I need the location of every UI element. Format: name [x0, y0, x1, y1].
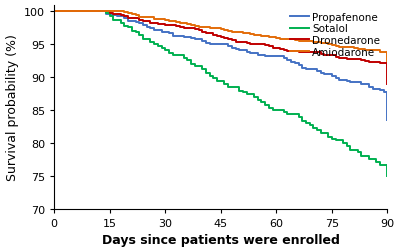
Amiodarone	[326, 43, 330, 46]
Sotalol	[281, 111, 286, 114]
Line: Dronedarone: Dronedarone	[54, 12, 387, 84]
Propafenone	[385, 119, 390, 122]
Dronedarone	[52, 11, 56, 14]
Propafenone	[215, 43, 220, 46]
Propafenone	[211, 43, 216, 46]
Legend: Propafenone, Sotalol, Dronedarone, Amiodarone: Propafenone, Sotalol, Dronedarone, Amiod…	[288, 11, 382, 59]
Sotalol	[292, 113, 297, 116]
Line: Sotalol: Sotalol	[54, 12, 387, 176]
Amiodarone	[318, 42, 323, 45]
Propafenone	[52, 11, 56, 14]
Propafenone	[174, 36, 179, 39]
Sotalol	[52, 11, 56, 14]
Dronedarone	[244, 42, 249, 45]
Amiodarone	[337, 46, 342, 49]
Y-axis label: Survival probability (%): Survival probability (%)	[6, 34, 18, 180]
Dronedarone	[118, 15, 123, 18]
Dronedarone	[222, 38, 227, 41]
Dronedarone	[148, 22, 153, 25]
Dronedarone	[192, 28, 197, 32]
Sotalol	[385, 175, 390, 178]
Amiodarone	[133, 15, 138, 18]
Propafenone	[263, 55, 268, 58]
Amiodarone	[385, 60, 390, 63]
Sotalol	[266, 107, 271, 110]
Amiodarone	[330, 44, 334, 47]
Propafenone	[166, 33, 171, 36]
Sotalol	[270, 110, 275, 113]
Dronedarone	[385, 83, 390, 86]
Sotalol	[222, 83, 227, 86]
Sotalol	[352, 149, 356, 152]
Amiodarone	[355, 48, 360, 51]
Line: Amiodarone: Amiodarone	[54, 12, 387, 61]
Dronedarone	[304, 52, 308, 55]
Propafenone	[307, 68, 312, 71]
Line: Propafenone: Propafenone	[54, 12, 387, 120]
Amiodarone	[52, 11, 56, 14]
X-axis label: Days since patients were enrolled: Days since patients were enrolled	[102, 234, 340, 246]
